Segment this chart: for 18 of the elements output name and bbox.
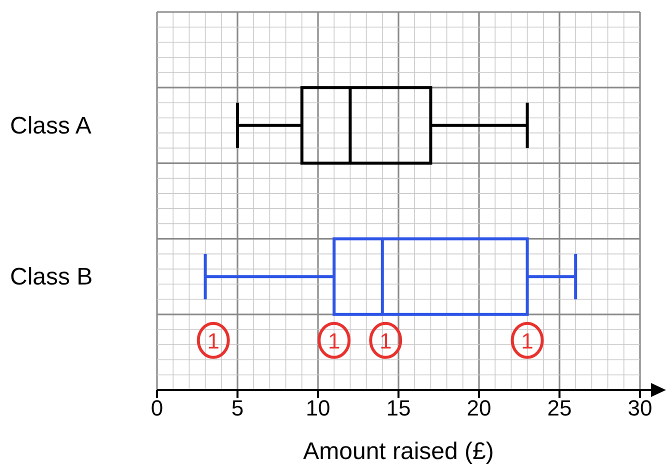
annotation: 1	[521, 328, 534, 354]
x-tick-label: 30	[628, 396, 652, 421]
x-axis-title: Amount raised (£)	[303, 438, 494, 465]
x-tick-label: 15	[386, 396, 411, 421]
x-tick-label: 0	[150, 396, 164, 421]
y-tick-label: Class A	[10, 112, 92, 140]
x-tick-label: 25	[547, 396, 572, 421]
circled-number: 1	[369, 322, 402, 359]
circled-number: 1	[510, 322, 544, 359]
annotation: 1	[207, 328, 220, 354]
x-tick-label: 20	[466, 396, 492, 421]
circled-number: 1	[196, 322, 230, 359]
y-tick-label: Class B	[10, 264, 93, 291]
annotation: 1	[328, 328, 340, 354]
x-tick-label: 10	[306, 396, 330, 421]
x-tick-label: 5	[231, 396, 244, 421]
circled-number: 1	[318, 322, 351, 359]
annotation: 1	[379, 328, 392, 354]
